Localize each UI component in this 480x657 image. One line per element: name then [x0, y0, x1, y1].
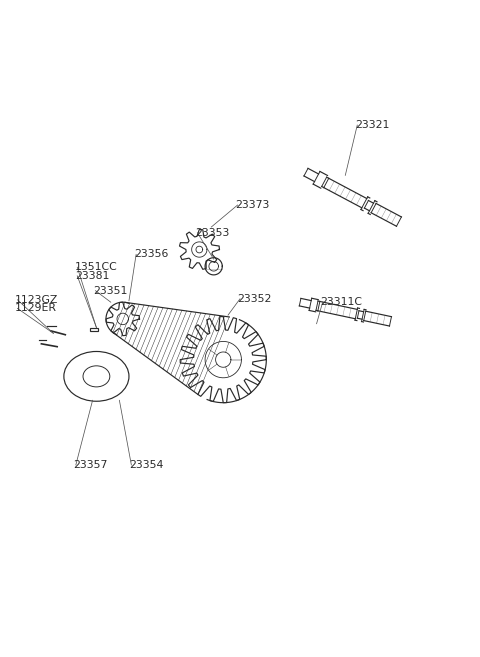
Text: 23357: 23357: [73, 460, 108, 470]
Text: 23321: 23321: [355, 120, 389, 130]
Text: 23352: 23352: [238, 294, 272, 304]
Text: 23311C: 23311C: [321, 297, 362, 307]
Bar: [90, 328, 98, 331]
Text: 23373: 23373: [235, 200, 270, 210]
Text: 1129ER: 1129ER: [15, 304, 57, 313]
Text: 1351CC: 1351CC: [75, 262, 118, 272]
Text: 23354: 23354: [129, 460, 163, 470]
Text: 23381: 23381: [75, 271, 109, 281]
Text: 23351: 23351: [93, 286, 128, 296]
Text: 23353: 23353: [195, 228, 229, 238]
Text: 1123GZ: 1123GZ: [15, 295, 59, 305]
Text: 23356: 23356: [134, 249, 168, 260]
